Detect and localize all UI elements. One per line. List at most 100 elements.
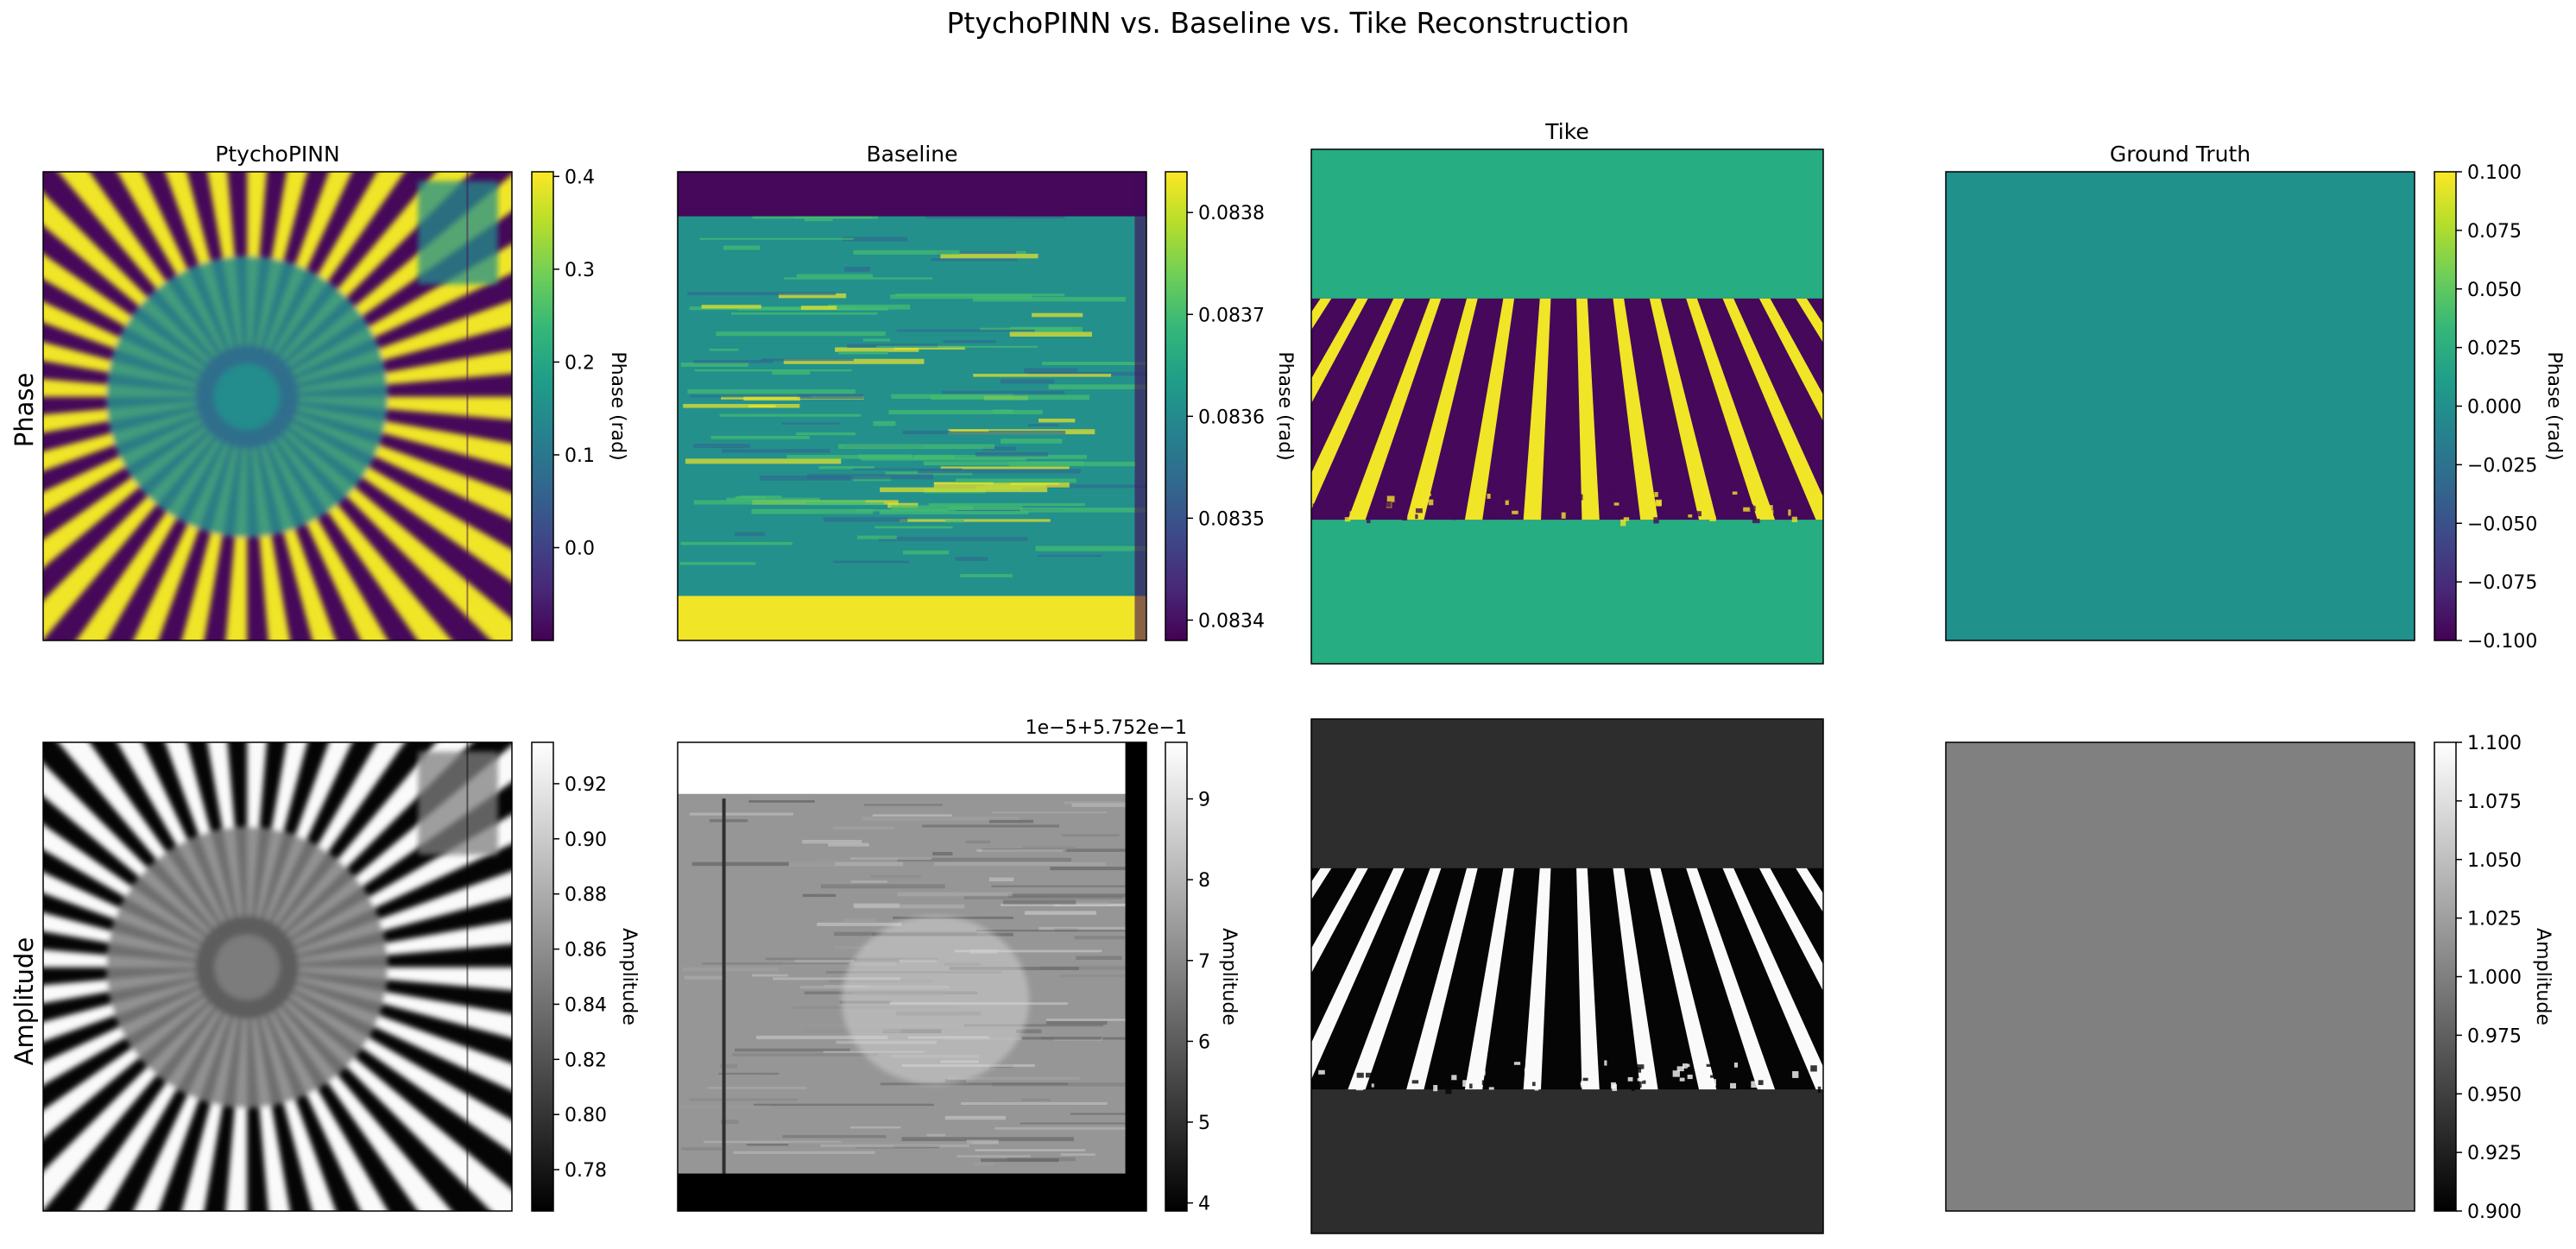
noise-streak [1002,899,1076,905]
colorbar-tick-label: 6 [1198,1031,1210,1053]
noise-streak [902,550,950,555]
colorbar: 0.900 0.925 0.950 0.975 1.000 1.025 1.050 1.075… [2434,733,2554,1223]
noise-streak [821,884,945,889]
colorbar-label: Phase (rad) [2543,351,2565,460]
subplot-title: Ground Truth [2110,142,2251,167]
tike-stripe [1311,298,1332,331]
noise-streak [918,469,1081,474]
tike-stripe [1576,867,1600,1090]
colorbar: 0.78 0.80 0.82 0.84 0.86 0.88 0.90 0.92 Amplitud… [531,741,640,1212]
noise-streak [874,526,953,529]
tike-stripe [1523,867,1551,1090]
noise-streak [828,842,869,847]
colorbar-tick-label: 0.80 [565,1105,607,1126]
colorbar-tick-label: 0.075 [2467,221,2522,243]
noise-streak [857,535,897,539]
noise-streak [716,331,886,337]
noise-streak [709,348,739,351]
noise-streak [751,974,788,977]
tike-stripe [1686,867,1776,1090]
colorbar-tick-label: 1.075 [2467,792,2522,813]
noise-streak [862,817,1020,821]
tike-stripe [1722,867,1823,1090]
noise-streak [833,560,910,564]
noise-streak [991,885,1146,887]
noise-streak [923,461,1084,466]
noise-streak [720,1120,739,1124]
tike-stripe [1311,298,1405,510]
noise-streak [1038,554,1102,557]
noise-streak [931,258,1018,262]
star-spoke [76,396,248,640]
axes-frame [42,741,513,1212]
heatmap-image [1946,742,2415,1211]
noise-streak [1009,331,1092,337]
noise-streak [914,455,1088,459]
noise-streak [782,1135,887,1139]
noise-streak [855,1146,930,1149]
colorbar-tick-label: 0.90 [565,830,607,851]
colorbar: 4 5 6 7 8 9 Amplitude 1e−5+5.752e−1 [1026,717,1240,1215]
noise-streak [680,541,793,546]
noise-streak [982,446,1016,451]
noise-streak [772,370,811,375]
row-label-phase: Phase [9,373,39,448]
star-spoke [43,378,248,397]
noise-streak [838,350,888,355]
subplot-ground-truth-phase: Ground Truth −0.100 −0.075 −0.050 −0.025 0.00… [1945,142,2565,653]
colorbar-tick-label: 5 [1198,1113,1210,1134]
noise-streak [682,967,779,972]
tike-stripe [1464,298,1515,520]
tike-stripe [1758,867,1823,992]
noise-streak [1041,362,1146,365]
noise-streak [746,1144,789,1146]
noise-streak [975,930,1146,932]
noise-streak [957,1155,1031,1158]
noise-streak [994,1126,1135,1130]
tike-stripe [1758,298,1823,422]
noise-streak [680,363,748,367]
axes-frame [677,171,1147,641]
noise-streak [773,977,901,981]
colorbar-tick-label: −0.100 [2467,631,2537,653]
axes-frame [677,741,1147,1212]
noise-streak [849,1126,901,1129]
colorbar-tick-label: 0.025 [2467,338,2522,360]
noise-streak [751,508,874,514]
tike-stripe [1406,298,1478,520]
colorbar-tick-label: 0.3 [565,260,595,281]
noise-streak [804,218,833,222]
colorbar-label: Amplitude [1218,928,1240,1025]
star-spoke [247,967,452,1211]
noise-streak [827,304,911,310]
noise-streak [1007,893,1146,898]
noise-streak [791,1141,972,1145]
colorbar-tick-label: −0.025 [2467,455,2537,476]
star-spoke [207,172,248,397]
noise-streak [963,1024,1103,1027]
noise-streak [876,345,1038,348]
colorbar-tick-label: 0.0834 [1198,610,1265,632]
noise-streak [834,946,871,949]
colorbar-tick-label: 0.88 [565,885,607,906]
colorbar-tick-label: 0.2 [565,352,595,374]
noise-streak [853,249,960,255]
noise-streak [933,861,1106,867]
uniform-field [1946,172,2415,640]
colorbar-tick-label: 0.975 [2467,1025,2522,1047]
noise-streak [1000,379,1055,384]
tike-stripe [1348,298,1442,520]
noise-streak [948,506,1023,510]
noise-streak [966,1139,999,1145]
noise-streak [1071,1044,1146,1047]
tike-stripe [1406,867,1478,1090]
noise-streak [723,245,761,250]
axes-frame [1310,718,1824,1234]
colorbar-gradient [1165,741,1188,1212]
noise-streak [693,444,750,449]
noise-streak [1070,1113,1146,1115]
noise-streak [748,405,776,407]
noise-streak [1025,911,1096,915]
noise-streak [940,254,1039,259]
noise-streak [854,904,965,909]
